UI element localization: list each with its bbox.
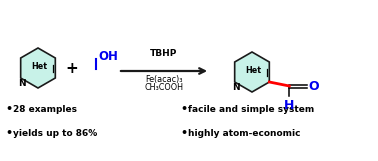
Text: N: N <box>18 79 25 88</box>
Text: 28 examples: 28 examples <box>13 104 77 114</box>
Polygon shape <box>21 48 55 88</box>
Text: •: • <box>180 128 187 138</box>
Text: •: • <box>5 104 12 114</box>
Text: highly atom-economic: highly atom-economic <box>188 128 301 137</box>
Text: yields up to 86%: yields up to 86% <box>13 128 97 137</box>
Text: Het: Het <box>245 66 261 75</box>
Polygon shape <box>235 52 269 92</box>
Text: CH₃COOH: CH₃COOH <box>144 83 183 92</box>
Text: OH: OH <box>98 49 118 62</box>
Text: N: N <box>232 83 240 92</box>
Text: facile and simple system: facile and simple system <box>188 104 314 114</box>
Text: Fe(acac)₃: Fe(acac)₃ <box>145 75 183 84</box>
Text: Het: Het <box>31 62 47 71</box>
Text: •: • <box>5 128 12 138</box>
Text: TBHP: TBHP <box>150 49 178 58</box>
Text: •: • <box>180 104 187 114</box>
Text: H: H <box>284 99 294 112</box>
Text: O: O <box>308 80 319 93</box>
Text: +: + <box>66 61 78 76</box>
